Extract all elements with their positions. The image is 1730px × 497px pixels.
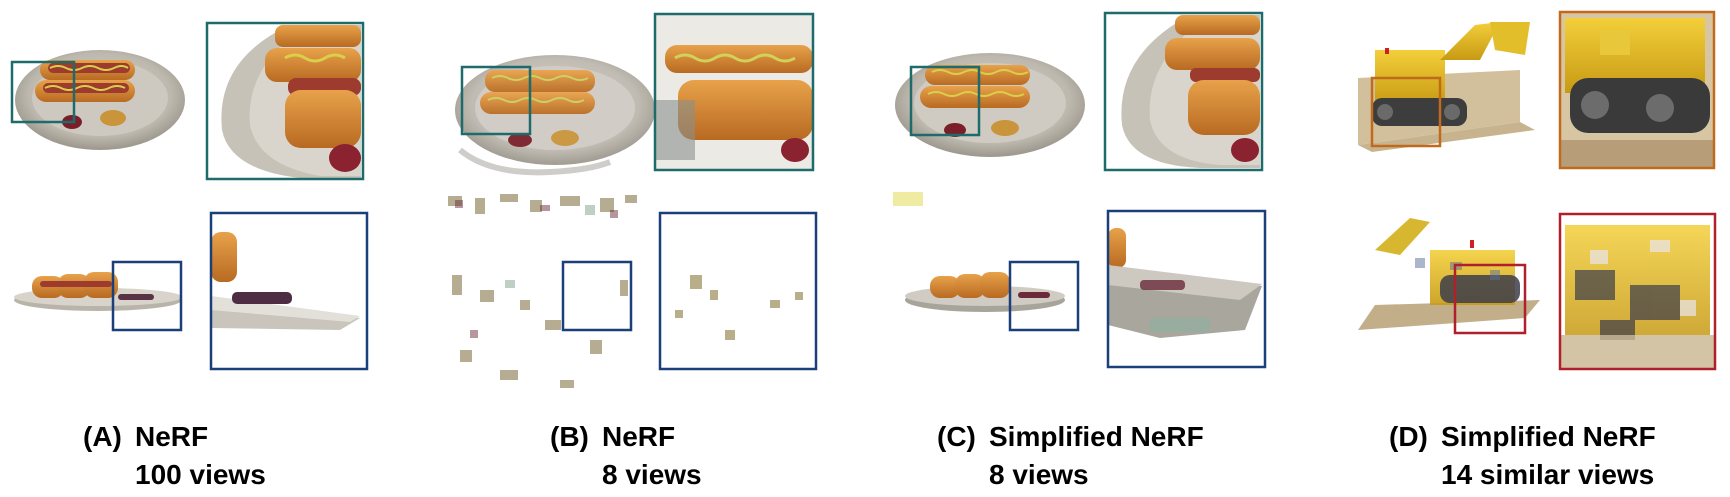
caption-method-c: Simplified NeRF (989, 421, 1204, 452)
zoom-box-red-d (1453, 263, 1527, 335)
zoom-box-blue-c (1008, 260, 1080, 332)
caption-views-c: 8 views (989, 459, 1089, 490)
caption-letter-c: (C) (937, 421, 976, 452)
zoom-inset-frame-top-a (205, 21, 365, 181)
zoom-box-teal-c (909, 65, 981, 137)
caption-method-a: NeRF (135, 421, 209, 452)
panel-a-images (10, 21, 369, 371)
zoom-inset-top-d (1560, 12, 1714, 168)
caption-letter-b: (B) (550, 421, 589, 452)
hotdog-plate-top-b (455, 55, 655, 176)
zoom-inset-frame-bottom-a (209, 211, 369, 371)
figure-images (10, 10, 1717, 392)
zoom-box-orange-d (1370, 76, 1442, 148)
zoom-inset-frame-top-b (653, 12, 815, 172)
caption-views-d: 14 similar views (1441, 459, 1655, 490)
hotdog-plate-side-c (893, 192, 1065, 312)
zoom-inset-frame-top-d (1558, 10, 1716, 170)
panel-c-images (893, 11, 1267, 369)
zoom-inset-bottom-a (211, 213, 367, 369)
zoom-inset-top-c (1105, 13, 1262, 170)
lego-bulldozer-side-d (1358, 218, 1540, 330)
caption-method-d: Simplified NeRF (1441, 421, 1656, 452)
zoom-box-blue-b (561, 260, 633, 332)
hotdog-plate-top-a (15, 50, 185, 150)
zoom-inset-top-b (655, 14, 813, 170)
caption-letter-d: (D) (1389, 421, 1428, 452)
lego-bulldozer-top-d (1358, 22, 1535, 152)
caption-views-a: 100 views (135, 459, 266, 490)
zoom-inset-bottom-d (1560, 214, 1715, 369)
noisy-side-view-b (444, 192, 644, 392)
hotdog-plate-top-c (895, 53, 1085, 157)
zoom-box-teal-a (10, 60, 76, 124)
zoom-inset-frame-top-c (1103, 11, 1264, 172)
caption-views-b: 8 views (602, 459, 702, 490)
panel-b-images (444, 12, 818, 392)
zoom-inset-frame-bottom-b (658, 211, 818, 371)
hotdog-plate-side-a (14, 272, 182, 311)
caption-letter-a: (A) (83, 421, 122, 452)
zoom-inset-top-a (207, 23, 363, 179)
caption-method-b: NeRF (602, 421, 676, 452)
zoom-inset-frame-bottom-c (1106, 209, 1267, 369)
zoom-inset-bottom-b (660, 213, 816, 369)
panel-d-images (1358, 10, 1717, 371)
zoom-inset-bottom-c (1108, 211, 1265, 367)
zoom-box-teal-b (460, 65, 532, 136)
zoom-box-blue-a (111, 260, 183, 332)
zoom-inset-frame-bottom-d (1558, 212, 1717, 371)
